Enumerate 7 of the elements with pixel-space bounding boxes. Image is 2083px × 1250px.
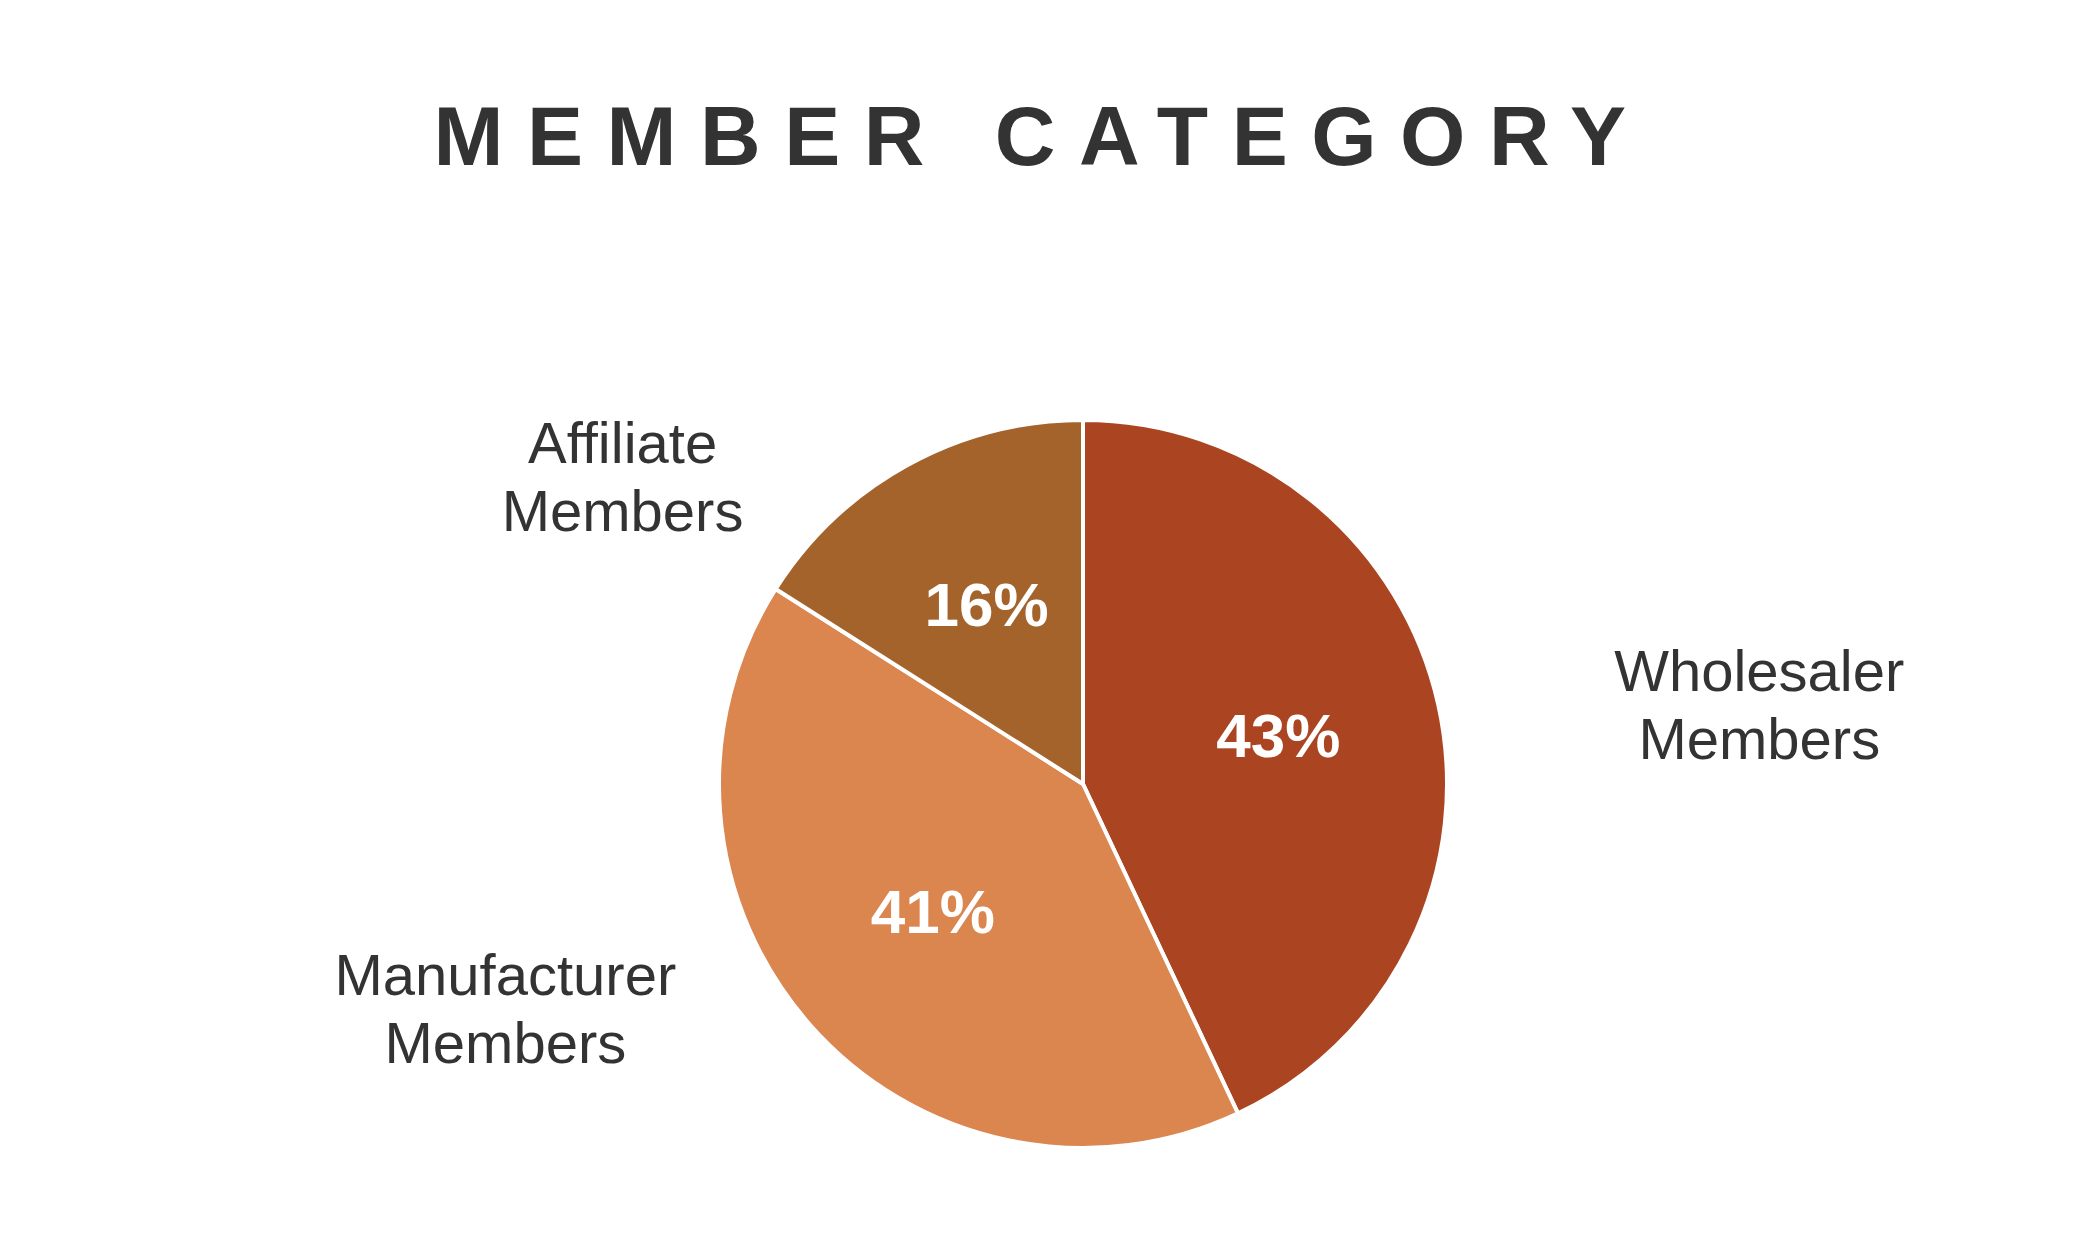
data-label: 41% [870, 877, 995, 947]
slice-label: Wholesaler Members [1614, 637, 1905, 771]
slice-label: Affiliate Members [501, 409, 744, 543]
data-label: 43% [1216, 701, 1341, 771]
chart-title: MEMBER CATEGORY [432, 88, 1651, 185]
data-label: 16% [924, 569, 1049, 639]
slice-label: Manufacturer Members [334, 941, 677, 1075]
